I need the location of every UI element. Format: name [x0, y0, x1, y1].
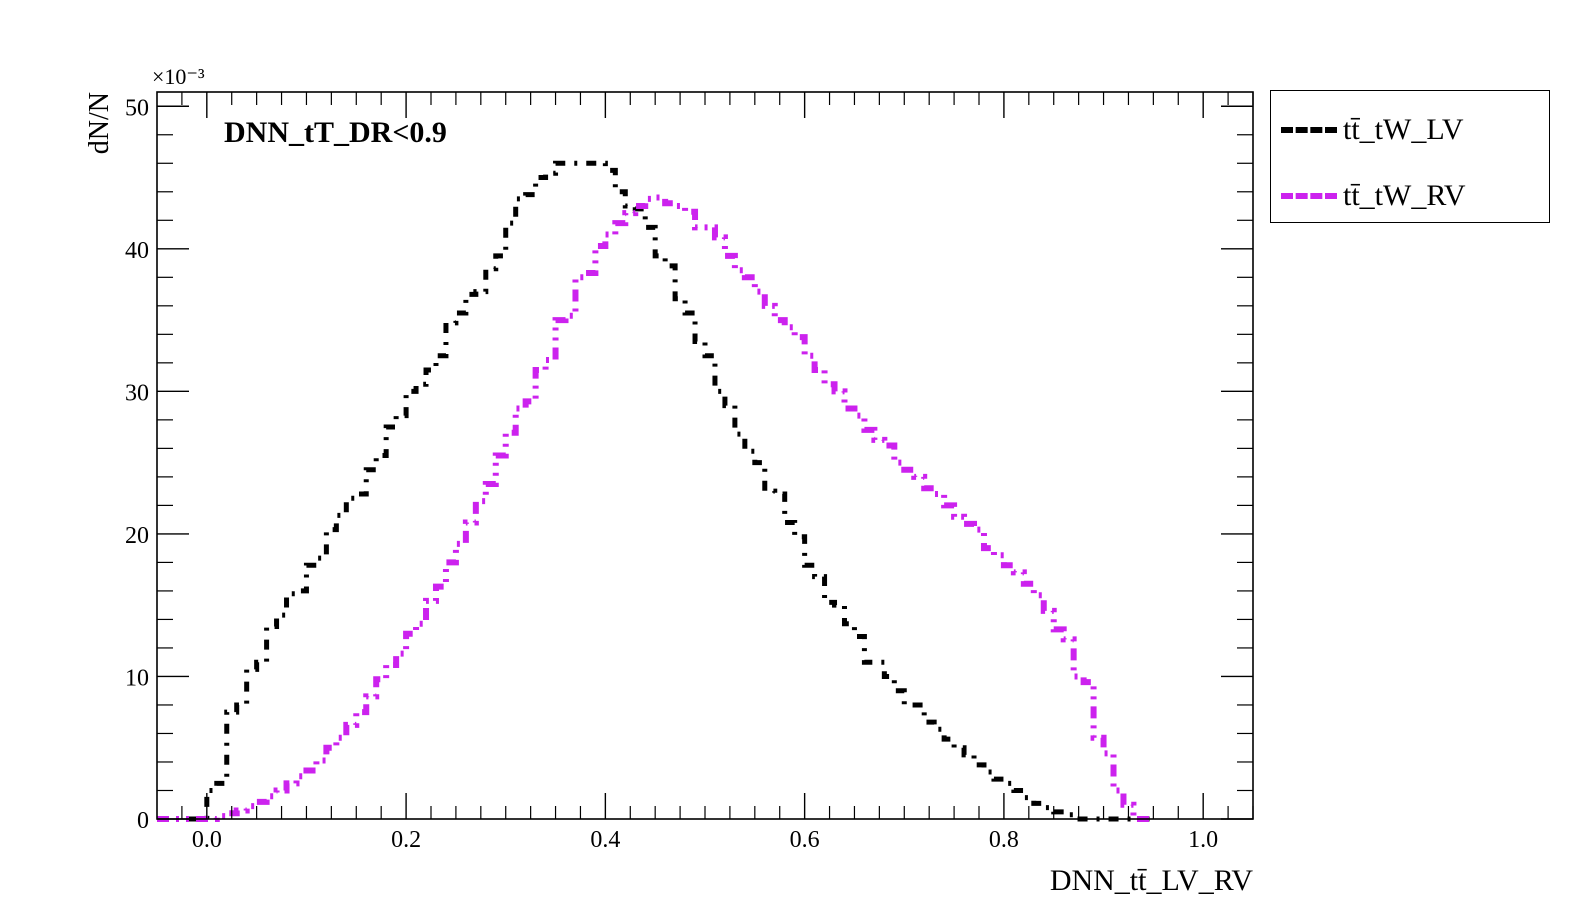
histogram-layer [157, 160, 1154, 822]
x-tick-label: 1.0 [1188, 827, 1218, 853]
chart-title: DNN_tT_DR<0.9 [224, 116, 447, 149]
x-tick-label: 0.2 [391, 827, 421, 853]
y-axis-multiplier: ×10⁻³ [152, 64, 205, 89]
y-axis-label: dN/N [84, 92, 115, 154]
y-tick-label: 10 [125, 665, 149, 691]
x-tick-label: 0.8 [989, 827, 1019, 853]
series-line-rv [157, 194, 1154, 822]
y-tick-label: 30 [125, 380, 149, 406]
plot-frame [156, 91, 1254, 820]
x-tick-label: 0.0 [192, 827, 222, 853]
x-axis-label: DNN_tt̄_LV_RV [1050, 864, 1254, 897]
legend-label-rv: tt̄_tW_RV [1343, 179, 1466, 212]
y-tick-label: 0 [137, 808, 149, 834]
axis-layer: 0.0 0.2 0.4 0.6 0.8 1.0 0 10 20 30 40 50 [125, 92, 1254, 853]
legend: tt̄_tW_LV tt̄_tW_RV [1270, 90, 1550, 223]
y-tick-label: 40 [125, 238, 149, 264]
x-tick-label: 0.4 [590, 827, 620, 853]
legend-swatch-rv [1281, 193, 1337, 199]
legend-entry-rv-row: tt̄_tW_RV [1271, 175, 1549, 215]
legend-label-lv: tt̄_tW_LV [1343, 113, 1464, 146]
legend-entry-lv-row: tt̄_tW_LV [1271, 109, 1549, 149]
x-tick-label: 0.6 [790, 827, 820, 853]
y-tick-label: 50 [125, 95, 149, 121]
legend-swatch-lv [1281, 127, 1337, 133]
series-line-lv [157, 160, 1154, 822]
y-tick-label: 20 [125, 523, 149, 549]
